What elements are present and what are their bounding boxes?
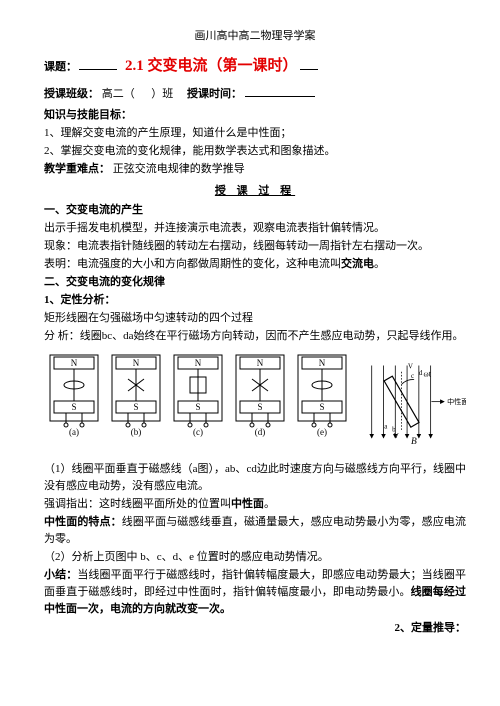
sec2-title: 二、交变电流的变化规律: [44, 274, 466, 291]
sec1-title: 一、交变电流的产生: [44, 202, 466, 219]
difficulty-row: 教学重难点： 正弦交流电规律的数学推导: [44, 161, 466, 178]
topic-title: 2.1 交变电流（第一课时）: [125, 55, 298, 78]
goal-1: 1、理解交变电流的产生原理，知道什么是中性面；: [44, 125, 466, 142]
class-grade-close: ）班: [151, 88, 173, 100]
svg-text:c: c: [411, 372, 414, 380]
coil-b: N S (b): [106, 349, 166, 437]
svg-text:V: V: [394, 432, 400, 440]
svg-text:ωt: ωt: [424, 369, 432, 378]
after-p4: （2）分析上页图中 b、c、d、e 位置时的感应电动势情况。: [44, 549, 466, 566]
process-title-row: 授 课 过 程: [44, 183, 466, 200]
svg-text:N: N: [195, 358, 202, 368]
sec1-p3: 表明：电流强度的大小和方向都做周期性的变化，这种电流叫交流电。: [44, 256, 466, 273]
sec1-p3a: 表明：电流强度的大小和方向都做周期性的变化，这种电流叫: [44, 258, 341, 270]
after-p5: 小结：当线圈平面平行于磁感线时，指针偏转幅度最大，即感应电动势最大；当线圈平面垂…: [44, 567, 466, 618]
after-p2c: 。: [264, 498, 275, 510]
svg-text:B: B: [411, 437, 417, 447]
time-blank: [245, 86, 315, 97]
coil-a: N S (a): [44, 349, 104, 437]
svg-text:(e): (e): [317, 427, 327, 437]
goal-2: 2、掌握交变电流的变化规律，能用数学表达式和图象描述。: [44, 143, 466, 160]
sec1-p1: 出示手摇发电机模型，并连接演示电流表，观察电流表指针偏转情况。: [44, 220, 466, 237]
sec1-p2: 现象：电流表指针随线圈的转动左右摆动，线圈每转动一周指针左右摆动一次。: [44, 238, 466, 255]
page: 画川高中高二物理导学案 课题： 2.1 交变电流（第一课时） 授课班级： 高二（…: [0, 0, 500, 706]
svg-text:d: d: [419, 369, 423, 377]
class-grade: 高二（: [102, 88, 135, 100]
svg-text:(c): (c): [193, 427, 203, 437]
time-label: 授课时间：: [187, 88, 242, 100]
sec2-p2: 分 析：线圈bc、da始终在平行磁场方向转动，因而不产生感应电动势，只起导线作用…: [44, 328, 466, 345]
difficulty-label: 教学重难点：: [44, 163, 110, 175]
svg-text:N: N: [319, 358, 326, 368]
sec2-sub1: 1、定性分析：: [44, 292, 466, 309]
svg-text:S: S: [319, 402, 324, 412]
sec2-p1: 矩形线圈在匀强磁场中匀速转动的四个过程: [44, 310, 466, 327]
svg-text:S: S: [195, 402, 200, 412]
coil-c: N S (c): [168, 349, 228, 437]
quant-derive: 2、定量推导：: [395, 622, 467, 634]
svg-text:N: N: [133, 358, 140, 368]
coil-figures: N S (a) N S: [44, 349, 352, 437]
svg-text:S: S: [133, 402, 138, 412]
after-p3: 中性面的特点：线圈平面与磁感线垂直，磁通量最大，感应电动势最小为零，感应电流为零…: [44, 514, 466, 548]
goals-title: 知识与技能目标：: [44, 107, 466, 124]
svg-text:S: S: [257, 402, 262, 412]
svg-text:S: S: [71, 402, 76, 412]
school-header: 画川高中高二物理导学案: [44, 28, 466, 45]
svg-text:a: a: [384, 422, 388, 430]
process-title: 授 课 过 程: [215, 185, 295, 197]
svg-text:(b): (b): [131, 427, 142, 437]
coil-d: N S (d): [230, 349, 290, 437]
svg-text:N: N: [71, 358, 78, 368]
after-p2b: 中性面: [231, 498, 264, 510]
after-p5a: 小结：: [44, 569, 77, 581]
after-p2a: 强调指出：这时线圈平面所处的位置叫: [44, 498, 231, 510]
after-p1: （1）线圈平面垂直于磁感线（a图），ab、cd边此时速度方向与磁感线方向平行，线…: [44, 461, 466, 495]
magnetic-field-diagram: ωt 中性面 B a b c d V V: [356, 349, 466, 459]
topic-label: 课题：: [44, 59, 77, 76]
sec1-p3c: 。: [374, 258, 385, 270]
svg-text:N: N: [257, 358, 264, 368]
after-p2: 强调指出：这时线圈平面所处的位置叫中性面。: [44, 496, 466, 513]
sec1-p3b: 交流电: [341, 258, 374, 270]
svg-text:V: V: [408, 363, 414, 371]
svg-text:(d): (d): [255, 427, 266, 437]
svg-text:(a): (a): [69, 427, 79, 437]
topic-row: 课题： 2.1 交变电流（第一课时）: [44, 55, 466, 78]
after-p3a: 中性面的特点：: [44, 516, 122, 528]
svg-text:中性面: 中性面: [447, 397, 466, 406]
after-p5b: 当线圈平面平行于磁感线时，指针偏转幅度最大，即感应电动势最大；当线圈平面垂直于磁…: [44, 569, 466, 598]
class-prefix: 授课班级：: [44, 88, 99, 100]
class-info-row: 授课班级： 高二（ ）班 授课时间：: [44, 86, 466, 103]
figure-row: N S (a) N S: [44, 349, 466, 459]
coil-e: N S (e): [292, 349, 352, 437]
topic-underline: [79, 69, 117, 70]
difficulty-text: 正弦交流电规律的数学推导: [113, 163, 245, 175]
topic-underline-2: [300, 69, 318, 70]
